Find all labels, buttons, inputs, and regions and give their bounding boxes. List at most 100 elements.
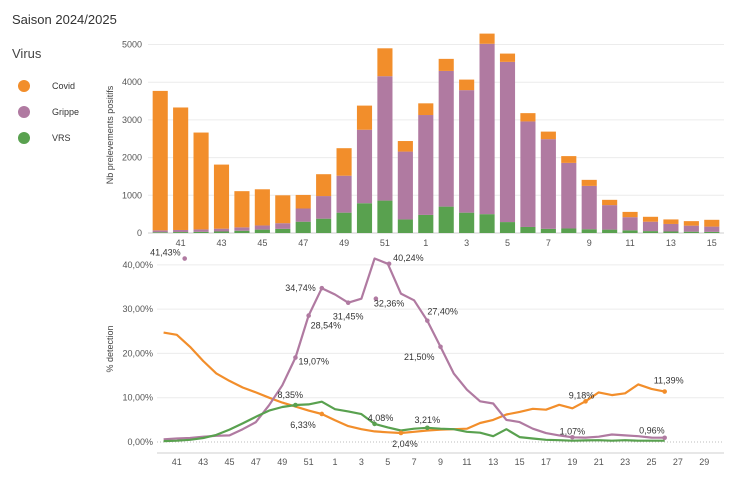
bar-segment-vrs (499, 222, 516, 233)
legend: Virus Covid Grippe VRS (12, 46, 79, 151)
line-ytick-label: 10,00% (122, 393, 153, 403)
bar-segment-grippe (377, 76, 393, 201)
bar-ytick-label: 4000 (122, 77, 142, 87)
annotation-marker (386, 261, 392, 267)
line-xtick-label: 1 (333, 457, 338, 467)
line-xtick-label: 25 (646, 457, 656, 467)
bar-xtick-label: 1 (423, 238, 428, 248)
bar-segment-vrs (213, 231, 230, 233)
bar-segment-covid (479, 33, 495, 44)
line-xtick-label: 45 (225, 457, 235, 467)
bar-segment-grippe (295, 208, 311, 222)
bar-segment-vrs (295, 221, 311, 233)
line-xtick-label: 9 (438, 457, 443, 467)
bar-segment-covid (275, 195, 291, 224)
annotation-label: 0,96% (639, 426, 665, 436)
bar-segment-covid (561, 156, 577, 163)
bar-ytick-label: 3000 (122, 115, 142, 125)
bar-segment-vrs (173, 232, 189, 233)
line-ytick-label: 20,00% (122, 348, 153, 358)
line-xtick-label: 17 (541, 457, 551, 467)
bar-segment-vrs (377, 200, 393, 233)
bar-segment-grippe (213, 228, 230, 232)
bar-segment-grippe (581, 185, 597, 230)
bar-segment-grippe (356, 129, 373, 204)
bar-segment-vrs (540, 228, 556, 233)
bar-segment-grippe (254, 225, 270, 230)
line-xtick-label: 7 (412, 457, 417, 467)
bar-segment-covid (316, 174, 332, 197)
bar-segment-vrs (459, 212, 475, 233)
annotation-label: 40,24% (393, 253, 424, 263)
bar-segment-covid (193, 132, 209, 230)
bar-xtick-label: 45 (257, 238, 267, 248)
bar-segment-grippe (336, 175, 352, 213)
bar-segment-vrs (561, 228, 577, 233)
legend-swatch-vrs (18, 132, 30, 144)
bar-segment-grippe (622, 217, 638, 231)
bar-segment-covid (683, 221, 699, 226)
annotation-marker (373, 296, 379, 301)
line-xtick-label: 3 (359, 457, 364, 467)
line-xtick-label: 23 (620, 457, 630, 467)
bar-ytick-label: 0 (137, 228, 142, 238)
line-xtick-label: 5 (385, 457, 390, 467)
line-xtick-label: 19 (567, 457, 577, 467)
bar-xtick-label: 3 (464, 238, 469, 248)
bar-segment-grippe (438, 70, 454, 207)
line-xtick-label: 11 (462, 457, 471, 467)
line-xtick-label: 27 (673, 457, 683, 467)
annotation-marker (425, 425, 430, 431)
bar-segment-covid (234, 191, 250, 228)
line-xtick-label: 41 (172, 457, 182, 467)
annotation-marker (182, 256, 187, 261)
bar-segment-covid (704, 219, 720, 227)
bar-segment-grippe (642, 221, 659, 232)
bar-segment-covid (622, 211, 638, 218)
annotation-marker (662, 389, 667, 394)
season-title: Saison 2024/2025 (12, 12, 117, 27)
bar-xtick-label: 49 (339, 238, 349, 248)
bar-segment-vrs (438, 206, 454, 233)
line-xtick-label: 47 (251, 457, 261, 467)
bar-segment-vrs (642, 231, 659, 233)
bar-segment-covid (418, 103, 434, 116)
annotation-marker (293, 355, 298, 360)
bar-ytick-label: 1000 (122, 190, 142, 200)
bar-segment-covid (397, 141, 413, 152)
annotation-label: 4,08% (368, 413, 394, 423)
bar-xtick-label: 11 (625, 238, 634, 248)
bar-segment-vrs (520, 226, 536, 233)
bar-segment-grippe (234, 227, 250, 231)
line-series-vrs (163, 400, 665, 443)
bar-segment-vrs (581, 229, 597, 233)
legend-item-vrs[interactable]: VRS (12, 125, 79, 151)
bar-segment-covid (254, 189, 270, 226)
line-ylabel: % detection (105, 325, 115, 372)
bar-segment-vrs (418, 214, 434, 233)
line-xtick-label: 49 (277, 457, 287, 467)
bar-segment-covid (642, 216, 659, 222)
bar-xtick-label: 5 (505, 238, 510, 248)
annotation-marker (319, 411, 325, 417)
legend-item-covid[interactable]: Covid (12, 73, 79, 99)
annotation-label: 34,74% (285, 283, 316, 293)
annotation-label: 3,21% (415, 415, 441, 425)
bar-segment-covid (438, 58, 454, 71)
legend-swatch-covid (18, 80, 30, 92)
bar-segment-covid (499, 53, 516, 62)
bar-segment-vrs (316, 218, 332, 233)
annotation-label: 9,18% (569, 390, 595, 400)
bar-xtick-label: 7 (546, 238, 551, 248)
bar-segment-covid (459, 79, 475, 91)
bar-segment-vrs (152, 232, 168, 233)
bar-segment-grippe (540, 139, 556, 229)
legend-item-grippe[interactable]: Grippe (12, 99, 79, 125)
bar-segment-grippe (704, 226, 720, 232)
bar-segment-grippe (152, 230, 168, 233)
bar-segment-vrs (683, 231, 699, 233)
bar-segment-grippe (316, 196, 332, 219)
bar-segment-covid (336, 148, 352, 176)
line-xtick-label: 43 (198, 457, 208, 467)
